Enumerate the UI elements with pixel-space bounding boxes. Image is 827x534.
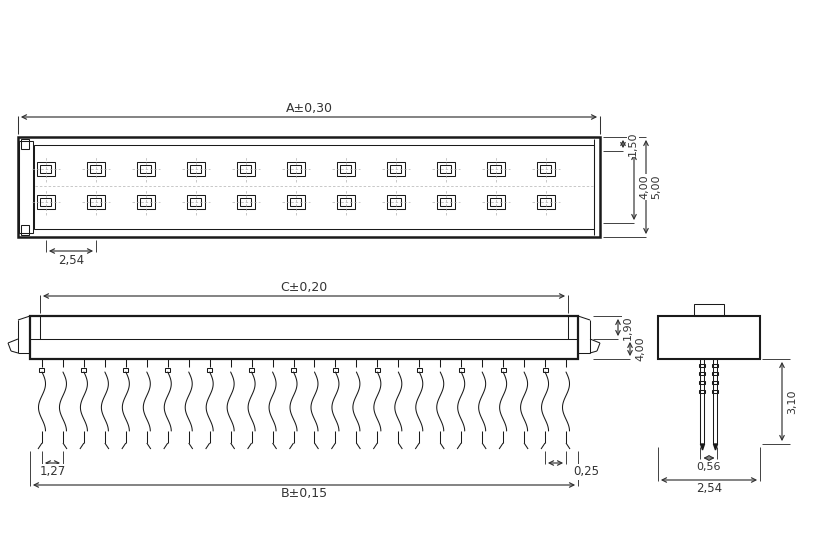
Bar	[490, 198, 501, 206]
Bar	[287, 162, 304, 176]
Bar	[37, 162, 55, 176]
Text: 1,50: 1,50	[627, 132, 638, 156]
Bar	[136, 195, 155, 209]
Bar	[249, 368, 254, 372]
Bar	[165, 368, 170, 372]
Bar	[237, 162, 255, 176]
Bar	[712, 364, 718, 367]
Bar	[700, 359, 704, 444]
Bar	[500, 368, 505, 372]
Bar	[40, 368, 45, 372]
Bar	[290, 165, 301, 173]
Bar	[390, 165, 401, 173]
Bar	[332, 368, 337, 372]
Bar	[37, 195, 55, 209]
Bar	[490, 165, 501, 173]
Bar	[123, 368, 128, 372]
Bar	[386, 162, 404, 176]
Bar	[486, 162, 504, 176]
Bar	[390, 198, 401, 206]
Bar	[240, 165, 251, 173]
Bar	[693, 304, 723, 316]
Text: 4,00: 4,00	[638, 175, 648, 199]
Bar	[141, 198, 151, 206]
Text: 0,56: 0,56	[696, 462, 720, 472]
Polygon shape	[700, 444, 704, 450]
Text: 1,27: 1,27	[40, 466, 65, 478]
Bar	[437, 162, 455, 176]
Bar	[486, 195, 504, 209]
Bar	[136, 162, 155, 176]
Bar	[537, 162, 554, 176]
Bar	[240, 198, 251, 206]
Text: 5,00: 5,00	[650, 175, 660, 199]
Bar	[81, 368, 86, 372]
Bar	[287, 195, 304, 209]
Bar	[375, 368, 380, 372]
Bar	[699, 390, 705, 393]
Bar	[87, 195, 105, 209]
Bar	[21, 139, 29, 149]
Bar	[190, 165, 201, 173]
Bar	[19, 141, 33, 233]
Bar	[207, 368, 212, 372]
Bar	[237, 195, 255, 209]
Bar	[437, 195, 455, 209]
Text: 3,10: 3,10	[786, 389, 796, 414]
Bar	[712, 372, 718, 375]
Bar	[18, 137, 600, 237]
Bar	[458, 368, 463, 372]
Bar	[340, 198, 351, 206]
Bar	[713, 359, 717, 444]
Bar	[657, 316, 759, 359]
Bar	[187, 162, 205, 176]
Text: C±0,20: C±0,20	[280, 280, 327, 294]
Bar	[30, 316, 577, 359]
Bar	[440, 198, 451, 206]
Bar	[90, 165, 102, 173]
Bar	[699, 372, 705, 375]
Bar	[712, 381, 718, 384]
Bar	[34, 145, 593, 229]
Bar	[187, 195, 205, 209]
Text: 2,54: 2,54	[696, 483, 721, 496]
Text: B±0,15: B±0,15	[280, 488, 327, 500]
Bar	[542, 368, 547, 372]
Bar	[290, 198, 301, 206]
Bar	[87, 162, 105, 176]
Polygon shape	[713, 444, 717, 450]
Bar	[141, 165, 151, 173]
Bar	[712, 390, 718, 393]
Bar	[340, 165, 351, 173]
Bar	[386, 195, 404, 209]
Bar	[41, 165, 51, 173]
Text: 2,54: 2,54	[58, 254, 84, 266]
Bar	[540, 198, 551, 206]
Bar	[337, 195, 355, 209]
Bar	[699, 381, 705, 384]
Bar	[416, 368, 421, 372]
Bar	[440, 165, 451, 173]
Bar	[337, 162, 355, 176]
Text: A±0,30: A±0,30	[285, 101, 332, 114]
Bar	[190, 198, 201, 206]
Bar	[41, 198, 51, 206]
Bar	[21, 225, 29, 235]
Text: 4,00: 4,00	[634, 337, 644, 362]
Text: 1,90: 1,90	[622, 315, 632, 340]
Bar	[540, 165, 551, 173]
Bar	[699, 364, 705, 367]
Bar	[90, 198, 102, 206]
Bar	[290, 368, 296, 372]
Text: 0,25: 0,25	[572, 466, 598, 478]
Bar	[537, 195, 554, 209]
